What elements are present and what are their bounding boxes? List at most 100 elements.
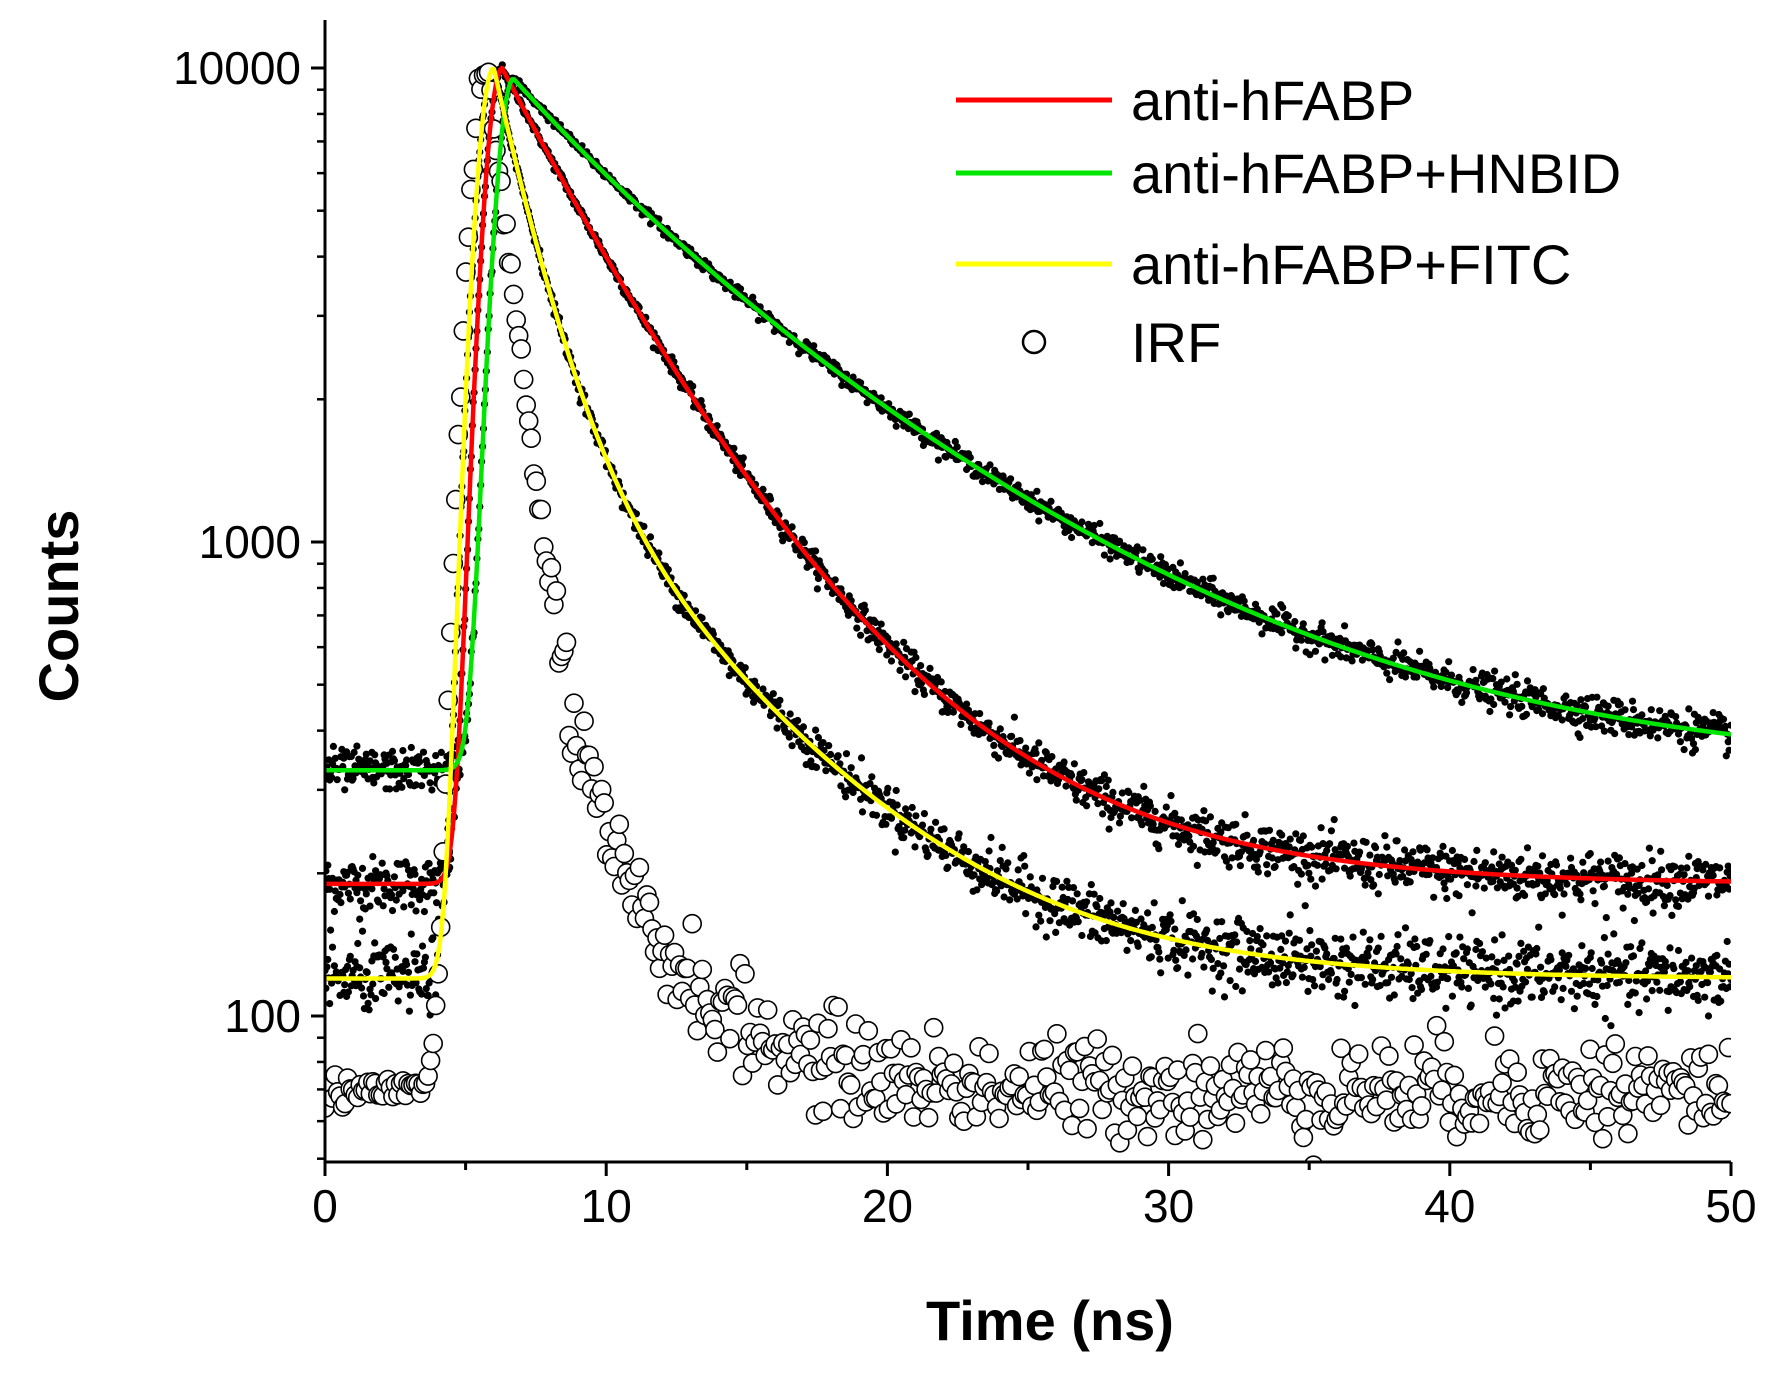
data-point-1 [1138, 821, 1146, 829]
data-point-3 [1492, 1011, 1501, 1019]
data-point-3 [1598, 959, 1606, 967]
data-point-1 [1600, 882, 1608, 890]
data-point-3 [1312, 947, 1320, 955]
data-point-2 [419, 748, 428, 756]
data-point-1 [1699, 866, 1707, 874]
data-point-3 [908, 803, 916, 812]
irf-point [918, 1107, 939, 1128]
data-point-1 [779, 537, 787, 545]
data-point-2 [1562, 692, 1570, 700]
data-point-3 [1306, 927, 1314, 935]
irf-point [516, 395, 537, 415]
data-point-1 [1350, 839, 1358, 847]
irf-point [518, 411, 539, 431]
data-point-3 [1189, 955, 1197, 963]
data-point-3 [1514, 997, 1522, 1005]
data-point-3 [1220, 993, 1229, 1001]
irf-point [692, 959, 713, 980]
data-point-1 [1116, 812, 1124, 820]
data-point-2 [1656, 707, 1664, 715]
data-point-3 [1198, 949, 1206, 958]
data-point-3 [812, 726, 820, 734]
data-point-3 [346, 952, 354, 960]
data-point-1 [1189, 842, 1198, 850]
data-point-3 [1096, 894, 1104, 903]
data-point-1 [356, 915, 364, 923]
data-point-3 [786, 710, 794, 718]
irf-point [420, 1050, 441, 1071]
data-point-1 [1374, 890, 1382, 898]
irf-point [757, 1000, 778, 1020]
data-point-1 [1136, 796, 1144, 804]
data-point-1 [1362, 838, 1370, 846]
data-point-1 [1100, 771, 1108, 779]
data-point-3 [893, 801, 901, 809]
irf-point [1092, 1099, 1112, 1120]
data-point-3 [1238, 987, 1246, 995]
data-point-3 [1078, 931, 1086, 940]
data-point-1 [1318, 875, 1326, 883]
data-point-3 [403, 960, 411, 969]
data-point-3 [920, 810, 929, 818]
data-point-2 [1691, 746, 1699, 754]
data-point-1 [1604, 857, 1612, 865]
data-point-2 [1647, 706, 1655, 714]
data-point-3 [1387, 973, 1396, 981]
data-point-2 [1638, 711, 1646, 719]
data-point-1 [1709, 871, 1717, 880]
data-point-3 [1601, 1014, 1609, 1023]
data-point-3 [1664, 1006, 1672, 1015]
data-point-3 [385, 983, 393, 991]
data-point-1 [1084, 778, 1093, 786]
data-point-3 [847, 764, 855, 772]
data-point-3 [927, 825, 935, 833]
data-point-1 [1441, 885, 1449, 893]
data-point-3 [1537, 963, 1545, 971]
irf-point [1077, 1118, 1097, 1139]
data-point-3 [1487, 980, 1495, 988]
data-point-3 [1666, 944, 1674, 952]
data-point-2 [1629, 706, 1638, 714]
data-point-3 [998, 843, 1006, 852]
data-point-1 [1241, 811, 1249, 819]
data-point-3 [1235, 965, 1244, 973]
data-point-2 [1341, 622, 1349, 630]
data-point-3 [799, 723, 808, 731]
data-point-3 [1491, 936, 1499, 944]
data-point-1 [1634, 889, 1642, 897]
data-point-2 [1115, 537, 1124, 545]
data-point-2 [1159, 579, 1168, 588]
data-point-2 [1469, 666, 1477, 674]
data-point-1 [1447, 875, 1455, 883]
data-point-1 [1271, 862, 1279, 871]
data-point-3 [1468, 909, 1476, 917]
data-point-1 [326, 885, 334, 893]
data-point-3 [1439, 945, 1447, 953]
data-point-3 [1110, 913, 1118, 922]
data-point-3 [1390, 991, 1398, 999]
data-point-3 [354, 939, 362, 948]
data-point-3 [1588, 964, 1596, 973]
data-point-1 [949, 708, 958, 716]
data-point-2 [1487, 695, 1495, 703]
data-point-3 [1442, 1004, 1450, 1012]
data-point-1 [831, 576, 839, 584]
data-point-2 [398, 783, 406, 791]
data-point-1 [337, 899, 345, 907]
data-point-3 [1653, 978, 1661, 986]
data-point-3 [1528, 993, 1536, 1001]
data-point-3 [1409, 995, 1417, 1003]
data-point-1 [1498, 853, 1506, 861]
data-point-2 [749, 293, 757, 301]
data-point-3 [1670, 965, 1678, 973]
data-point-1 [392, 896, 400, 904]
data-point-1 [730, 444, 738, 452]
data-point-1 [896, 666, 904, 675]
data-point-3 [1157, 969, 1165, 977]
data-point-1 [403, 861, 411, 869]
data-point-1 [1269, 836, 1277, 844]
data-point-1 [1243, 831, 1251, 839]
data-point-1 [1613, 870, 1621, 879]
data-point-3 [822, 767, 830, 775]
data-point-1 [1209, 839, 1217, 847]
